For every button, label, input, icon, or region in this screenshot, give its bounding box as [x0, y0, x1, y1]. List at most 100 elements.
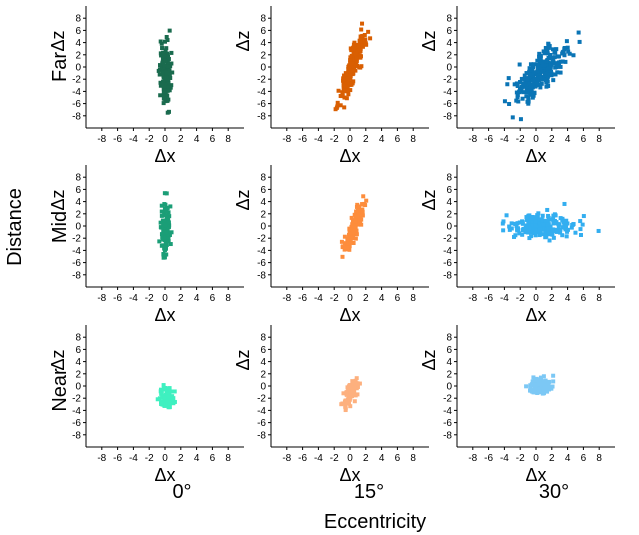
x-tick-label: 6 — [581, 134, 587, 145]
scatter-point — [546, 225, 551, 230]
scatter-point — [349, 64, 354, 69]
scatter-point — [524, 223, 529, 228]
scatter-point — [168, 85, 173, 90]
scatter-point — [171, 401, 176, 406]
scatter-point — [580, 222, 585, 227]
scatter-point — [348, 76, 353, 81]
x-tick-label: 2 — [549, 134, 555, 145]
y-tick-label: 2 — [75, 50, 81, 61]
scatter-point — [162, 63, 167, 68]
scatter-point — [163, 39, 168, 44]
y-tick-label: -6 — [443, 258, 452, 269]
scatter-point — [165, 205, 170, 210]
scatter-point — [521, 226, 526, 231]
x-tick-label: -4 — [500, 293, 509, 304]
scatter-point — [554, 64, 559, 69]
y-tick-label: 4 — [260, 197, 266, 208]
scatter-point — [359, 40, 364, 45]
x-axis-label: Δx — [339, 146, 360, 166]
scatter-point — [353, 381, 358, 386]
scatter-point — [361, 194, 366, 199]
scatter-point — [347, 66, 352, 71]
scatter-point — [553, 50, 558, 55]
scatter-point — [356, 208, 361, 213]
scatter-point — [168, 204, 173, 209]
scatter-point — [341, 244, 346, 249]
scatter-point — [162, 96, 167, 101]
scatter-point — [519, 84, 524, 89]
scatter-point — [336, 88, 341, 93]
scatter-point — [163, 245, 168, 250]
scatter-point — [166, 109, 171, 114]
scatter-point — [519, 76, 524, 81]
scatter-point — [157, 396, 162, 401]
scatter-point — [556, 225, 561, 230]
scatter-point — [340, 254, 345, 259]
scatter-point — [170, 394, 175, 399]
y-tick-label: 6 — [446, 345, 452, 356]
y-tick-label: -6 — [72, 258, 81, 269]
scatter-point — [530, 95, 535, 100]
scatter-point — [164, 230, 169, 235]
x-tick-label: 0 — [347, 453, 353, 464]
x-tick-label: 6 — [395, 134, 401, 145]
x-tick-label: 0 — [347, 134, 353, 145]
scatter-point — [545, 220, 550, 225]
scatter-point — [537, 51, 542, 56]
x-tick-label: -4 — [314, 134, 323, 145]
scatter-point — [528, 62, 533, 67]
scatter-point — [162, 213, 167, 218]
row-label-near: Near — [49, 368, 71, 412]
scatter-point — [504, 213, 509, 218]
y-tick-label: -6 — [72, 418, 81, 429]
scatter-point — [533, 219, 538, 224]
scatter-point — [355, 214, 360, 219]
scatter-point — [164, 252, 169, 257]
y-tick-label: -4 — [443, 406, 452, 417]
scatter-point — [349, 393, 354, 398]
scatter-point — [358, 55, 363, 60]
x-tick-label: 0 — [162, 293, 168, 304]
scatter-point — [166, 57, 171, 61]
scatter-point — [563, 59, 568, 64]
y-tick-label: -4 — [72, 406, 81, 417]
scatter-point — [546, 222, 551, 227]
scatter-point — [348, 61, 353, 66]
scatter-point — [537, 217, 542, 222]
x-tick-label: -4 — [129, 134, 138, 145]
scatter-point — [169, 230, 174, 235]
scatter-point — [548, 53, 553, 58]
scatter-point — [533, 223, 538, 228]
x-axis-label: Δx — [154, 146, 175, 166]
scatter-point — [357, 48, 362, 53]
x-tick-label: 2 — [178, 293, 184, 304]
scatter-point — [167, 401, 172, 406]
y-tick-label: 4 — [260, 38, 266, 49]
row-label-far: Far — [49, 52, 71, 82]
scatter-point — [562, 222, 567, 227]
scatter-point — [531, 70, 536, 75]
scatter-point — [552, 212, 557, 217]
scatter-point — [512, 234, 517, 239]
scatter-point — [578, 227, 583, 232]
scatter-point — [536, 220, 541, 225]
scatter-point — [338, 103, 343, 108]
y-tick-label: 6 — [75, 185, 81, 196]
scatter-point — [548, 63, 553, 68]
scatter-point — [545, 381, 550, 386]
y-tick-label: -2 — [72, 234, 81, 245]
y-axis-label: Δz — [419, 30, 439, 51]
y-tick-label: 8 — [75, 333, 81, 344]
scatter-point — [335, 104, 340, 109]
y-tick-label: 6 — [260, 345, 266, 356]
scatter-point — [162, 90, 167, 95]
scatter-point — [524, 71, 529, 76]
scatter-point — [356, 43, 361, 48]
y-tick-label: 8 — [446, 333, 452, 344]
scatter-point — [529, 89, 534, 94]
x-tick-label: -2 — [330, 293, 339, 304]
scatter-point — [352, 224, 357, 229]
x-axis-label: Δx — [339, 465, 360, 485]
